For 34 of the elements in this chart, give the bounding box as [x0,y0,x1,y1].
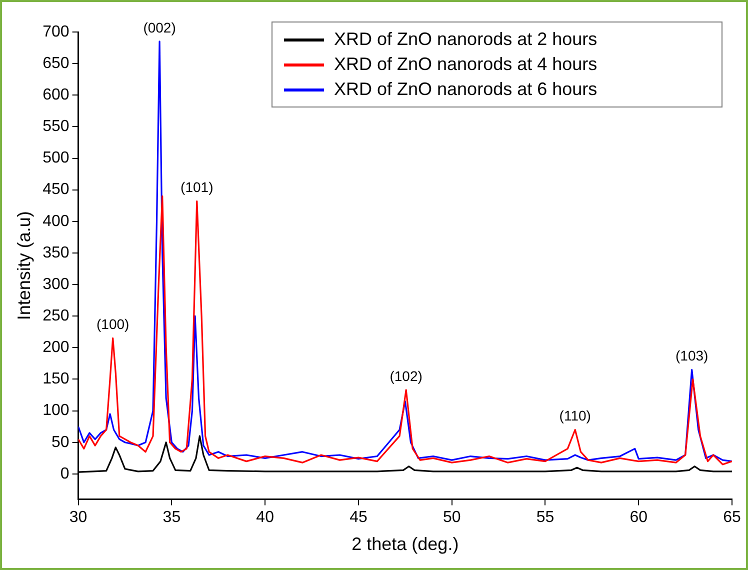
x-tick-label: 40 [256,509,274,526]
x-tick-label: 65 [723,509,741,526]
y-tick-label: 100 [42,402,70,420]
y-axis-title: Intensity (a.u) [14,211,34,320]
y-tick-label: 350 [42,244,70,262]
y-tick-label: 550 [42,118,70,136]
annotation: (110) [559,408,591,424]
y-tick-label: 400 [42,212,70,230]
y-tick-label: 50 [52,434,70,451]
y-tick-label: 200 [42,339,70,356]
x-tick-label: 50 [442,509,461,526]
y-tick-label: 450 [42,181,70,198]
annotation: (103) [676,348,708,364]
y-tick-label: 600 [42,86,70,104]
annotation: (100) [96,316,130,332]
x-tick-label: 60 [630,509,648,526]
legend-label: XRD of ZnO nanorods at 6 hours [334,78,598,99]
y-tick-label: 500 [42,150,70,167]
legend-label: XRD of ZnO nanorods at 2 hours [334,28,598,49]
x-tick-label: 45 [350,509,368,526]
legend-label: XRD of ZnO nanorods at 4 hours [334,54,598,74]
y-tick-label: 0 [60,465,70,482]
y-tick-label: 650 [42,54,70,72]
y-tick-label: 150 [42,370,70,388]
annotation: (101) [180,179,214,196]
y-tick-label: 700 [42,23,70,40]
annotation: (002) [143,19,176,36]
x-tick-label: 30 [69,509,88,526]
x-axis-title: 2 theta (deg.) [352,534,459,554]
x-tick-label: 55 [536,509,554,526]
annotation: (102) [390,368,422,384]
y-tick-label: 250 [42,308,70,325]
x-tick-label: 35 [162,509,181,526]
y-tick-label: 300 [42,276,70,293]
